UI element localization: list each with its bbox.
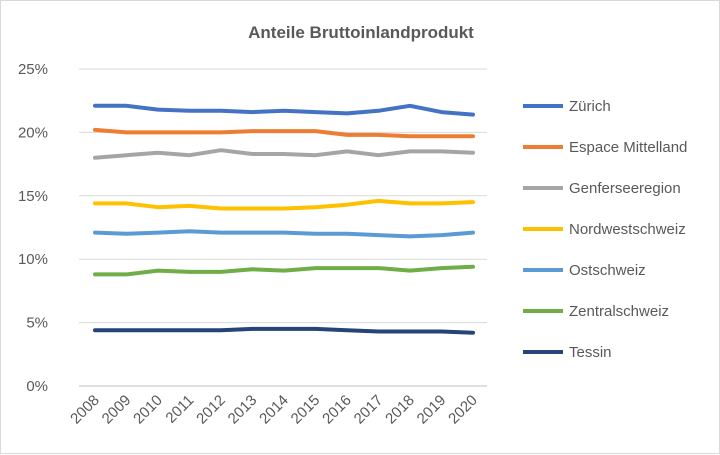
x-tick-label: 2008 <box>67 392 103 428</box>
x-tick-label: 2010 <box>130 392 166 428</box>
x-tick-label: 2009 <box>99 392 135 428</box>
legend-label: Tessin <box>569 344 612 361</box>
y-tick-label: 25% <box>18 61 48 78</box>
legend-label: Ostschweiz <box>569 262 646 279</box>
y-tick-label: 10% <box>18 251 48 268</box>
y-tick-label: 15% <box>18 188 48 205</box>
x-tick-label: 2019 <box>414 392 450 428</box>
series-line <box>93 103 475 117</box>
legend-label: Zentralschweiz <box>569 303 669 320</box>
x-tick-label: 2014 <box>256 392 292 428</box>
legend-label: Espace Mittelland <box>569 139 687 156</box>
series-line <box>93 198 475 211</box>
series-lines <box>93 103 475 335</box>
legend-label: Nordwestschweiz <box>569 221 686 238</box>
series-line <box>93 148 475 160</box>
legend-label: Genferseeregion <box>569 180 681 197</box>
x-tick-label: 2020 <box>445 392 481 428</box>
x-tick-label: 2016 <box>319 392 355 428</box>
x-tick-label: 2011 <box>162 392 197 427</box>
series-line <box>93 127 475 139</box>
x-tick-label: 2018 <box>382 392 418 428</box>
series-line <box>93 229 475 239</box>
series-line <box>93 326 475 335</box>
legend: Zürich Espace Mittelland Genferseeregion No… <box>523 98 687 361</box>
x-tick-label: 2013 <box>225 392 261 428</box>
y-tick-label: 20% <box>18 124 48 141</box>
y-tick-label: 0% <box>26 378 48 395</box>
series-line <box>93 264 475 277</box>
y-tick-label: 5% <box>26 315 48 332</box>
x-tick-label: 2015 <box>288 392 324 428</box>
axes: 0% 5% 10% 15% 20% 25% 200820092010201120122013… <box>18 61 487 427</box>
x-tick-label: 2017 <box>351 392 387 428</box>
legend-label: Zürich <box>569 98 611 115</box>
chart-title: Anteile Bruttoinlandprodukt <box>248 23 474 42</box>
x-tick-label: 2012 <box>193 392 229 428</box>
